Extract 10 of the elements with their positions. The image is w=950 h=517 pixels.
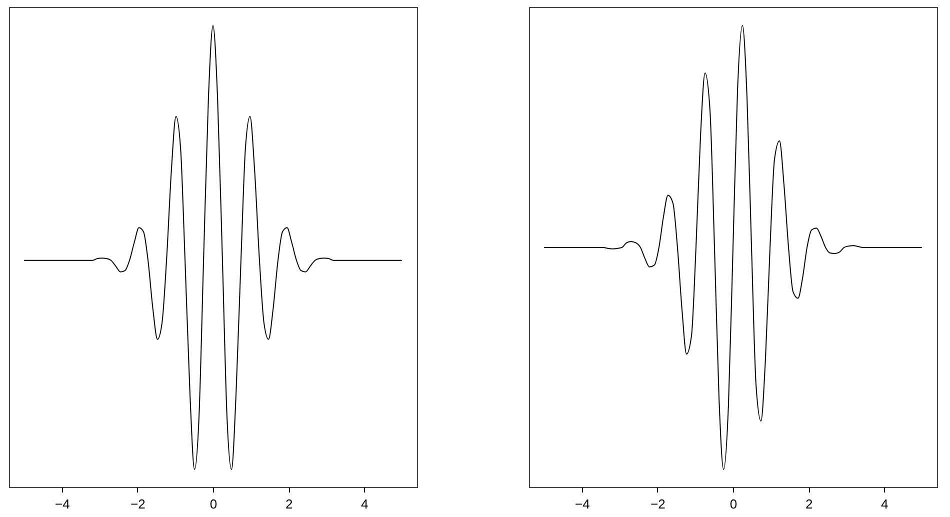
x-tick-label: 4 [880,496,888,512]
x-tick-label: 0 [210,496,218,512]
x-tick-label: 2 [285,496,293,512]
x-tick-label: −2 [130,496,146,512]
x-tick-label: 2 [805,496,813,512]
x-tick-label: 4 [360,496,368,512]
x-tick-label: 0 [730,496,738,512]
x-tick-label: −4 [574,496,590,512]
x-tick-label: −4 [54,496,70,512]
x-tick-label: −2 [650,496,666,512]
